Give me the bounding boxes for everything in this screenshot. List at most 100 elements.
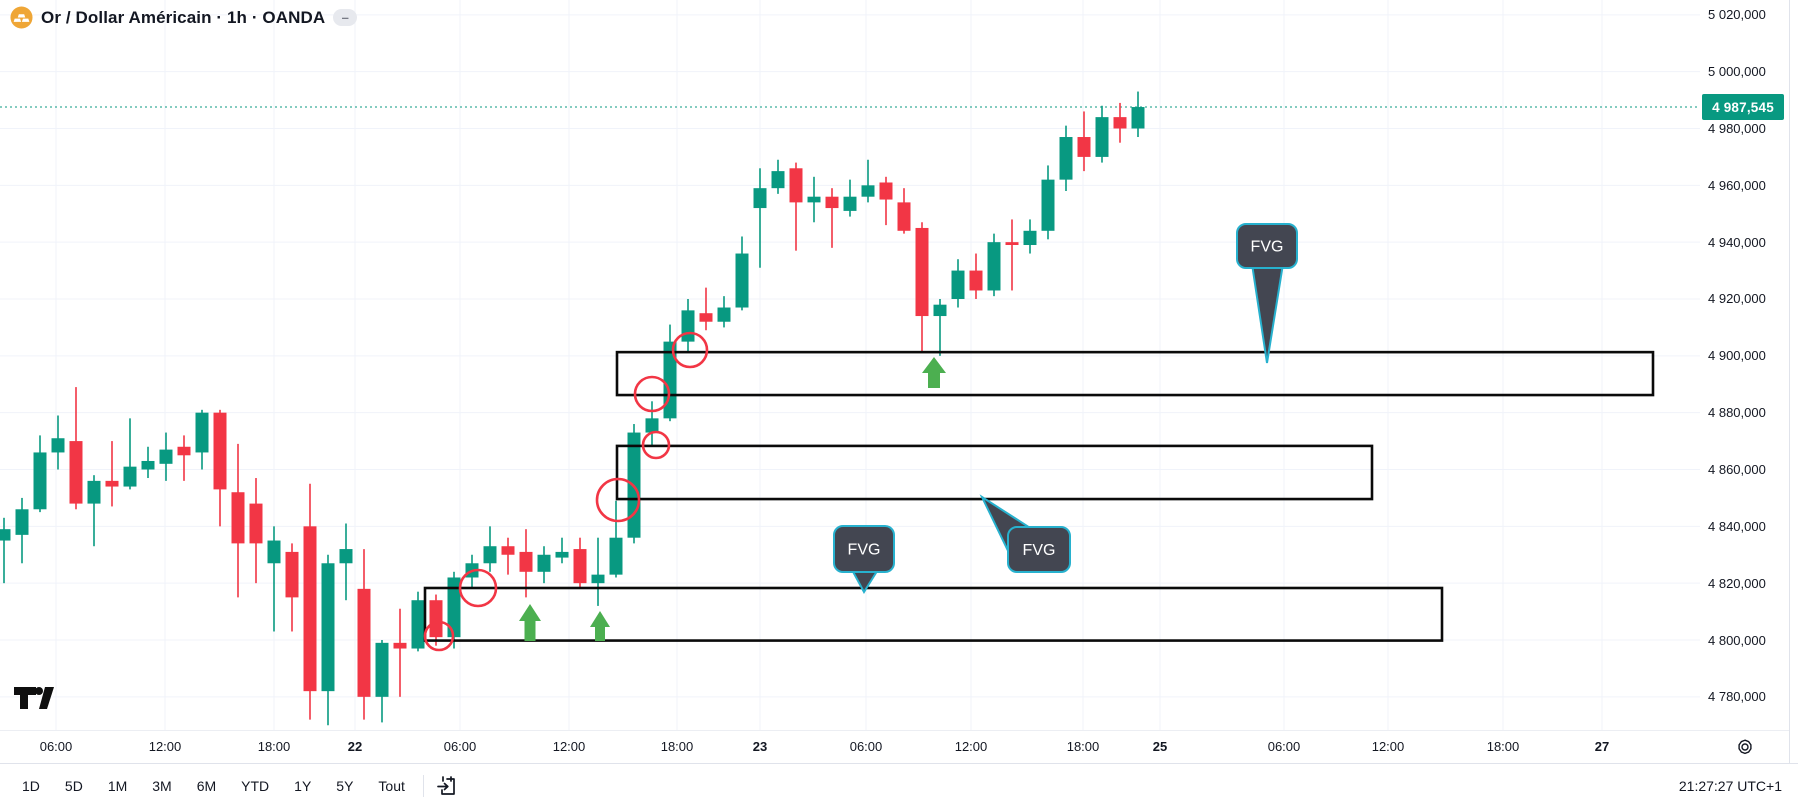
price-tick-label: 4 900,000: [1708, 348, 1766, 364]
time-tick-label: 27: [1594, 739, 1610, 754]
candle-body: [555, 551, 569, 558]
up-arrow-marker: [519, 604, 541, 641]
candle-body: [51, 438, 65, 453]
candle-body: [429, 600, 443, 638]
time-axis[interactable]: 06:00 12:00 18:00 22 06:00 12:00 18:00 23 06:00 1…: [0, 730, 1789, 763]
highlight-circle: [671, 331, 709, 369]
candle-body: [1131, 107, 1145, 129]
axis-right-rail: [1789, 0, 1790, 763]
fvg-callout-label: FVG: [1251, 239, 1284, 256]
range-button-tout[interactable]: Tout: [378, 778, 405, 794]
time-tick-label: 12:00: [148, 739, 182, 754]
price-tick-label: 5 000,000: [1708, 64, 1766, 80]
candle-body: [645, 418, 659, 433]
price-chart-canvas[interactable]: FVG FVG FVG: [0, 0, 1700, 730]
fvg-zone-rectangle: [423, 586, 1444, 642]
highlight-circle: [423, 620, 455, 652]
candle-body: [303, 526, 317, 692]
time-tick-label: 06:00: [849, 739, 883, 754]
candle-body: [933, 304, 947, 317]
bottom-toolbar: 1D 5D 1M 3M 6M YTD 1Y 5Y Tout 21:27:27 UTC+1: [0, 763, 1798, 808]
candle-body: [1095, 117, 1109, 157]
go-to-date-button[interactable]: [434, 773, 460, 799]
range-button-ytd[interactable]: YTD: [241, 778, 270, 794]
candle-body: [969, 270, 983, 291]
candle-body: [15, 509, 29, 535]
time-tick-label: 18:00: [257, 739, 291, 754]
highlight-circle: [595, 477, 641, 523]
candle-body: [501, 546, 515, 555]
range-button-3m[interactable]: 3M: [152, 778, 172, 794]
price-tick-label: 4 860,000: [1708, 461, 1766, 477]
calendar-arrow-icon: [435, 774, 459, 798]
time-tick-label: 23: [752, 739, 768, 754]
candle-body: [267, 540, 281, 564]
range-button-5y[interactable]: 5Y: [336, 778, 354, 794]
candle-body: [915, 227, 929, 317]
highlight-circle: [633, 375, 671, 413]
price-tick-label: 4 880,000: [1708, 405, 1766, 421]
symbol-title[interactable]: Or / Dollar Américain · 1h · OANDA: [41, 7, 326, 27]
price-tick-label: 4 920,000: [1708, 291, 1766, 307]
price-tick-label: 4 800,000: [1708, 632, 1766, 648]
time-tick-label: 06:00: [1267, 739, 1301, 754]
fvg-zone-rectangle: [615, 350, 1655, 397]
toolbar-divider: [422, 775, 424, 797]
candle-body: [1077, 137, 1091, 157]
candle-body: [771, 171, 785, 189]
candle-body: [33, 452, 47, 510]
candle-body: [789, 168, 803, 203]
candle-body: [375, 642, 389, 697]
candle-body: [1005, 242, 1019, 246]
candle-body: [1023, 230, 1037, 246]
price-tick-label: 4 940,000: [1708, 234, 1766, 250]
date-range-buttons: 1D 5D 1M 3M 6M YTD 1Y 5Y Tout: [14, 774, 413, 798]
fvg-callout-label: FVG: [1023, 542, 1056, 559]
candle-body: [87, 480, 101, 504]
range-button-5d[interactable]: 5D: [64, 778, 83, 794]
collapse-header-button[interactable]: –: [333, 9, 358, 26]
candle-body: [825, 196, 839, 209]
tradingview-logo-icon[interactable]: [13, 685, 55, 711]
range-button-1y[interactable]: 1Y: [294, 778, 312, 794]
range-button-6m[interactable]: 6M: [196, 778, 217, 794]
price-tick-label: 4 980,000: [1708, 120, 1766, 136]
candle-body: [879, 182, 893, 200]
price-tick-label: 5 020,000: [1708, 7, 1766, 23]
range-button-1d[interactable]: 1D: [22, 778, 40, 794]
candle-body: [213, 412, 227, 490]
candle-body: [1059, 137, 1073, 180]
candle-body: [357, 588, 371, 697]
candle-body: [861, 185, 875, 197]
timezone-settings-gear-icon[interactable]: [1734, 736, 1756, 758]
candle-body: [105, 480, 119, 487]
price-tick-label: 4 780,000: [1708, 689, 1766, 705]
time-tick-label: 18:00: [1066, 739, 1100, 754]
candle-body: [951, 270, 965, 299]
price-axis[interactable]: 4 987,545 5 020,000 5 000,000 4 980,000 4 9…: [1700, 0, 1789, 730]
time-tick-label: 12:00: [552, 739, 586, 754]
candle-body: [195, 412, 209, 453]
candle-body: [609, 537, 623, 575]
candle-body: [735, 253, 749, 308]
symbol-header: Or / Dollar Américain · 1h · OANDA –: [10, 6, 358, 29]
range-button-1m[interactable]: 1M: [107, 778, 128, 794]
clock-utc-label[interactable]: 21:27:27 UTC+1: [1678, 778, 1782, 794]
candle-body: [1041, 179, 1055, 231]
candle-body: [231, 492, 245, 544]
highlight-circle: [641, 430, 671, 460]
candle-body: [339, 549, 353, 564]
candle-body: [699, 313, 713, 322]
candle-body: [897, 202, 911, 231]
time-tick-label: 06:00: [443, 739, 477, 754]
price-tick-label: 4 820,000: [1708, 575, 1766, 591]
candle-body: [249, 503, 263, 544]
candle-body: [447, 577, 461, 638]
fvg-callout-box: [1007, 526, 1071, 573]
highlight-circle: [458, 568, 498, 608]
candle-body: [753, 188, 767, 209]
candle-body: [141, 460, 155, 470]
price-tick-label: 4 960,000: [1708, 177, 1766, 193]
candle-body: [591, 574, 605, 584]
